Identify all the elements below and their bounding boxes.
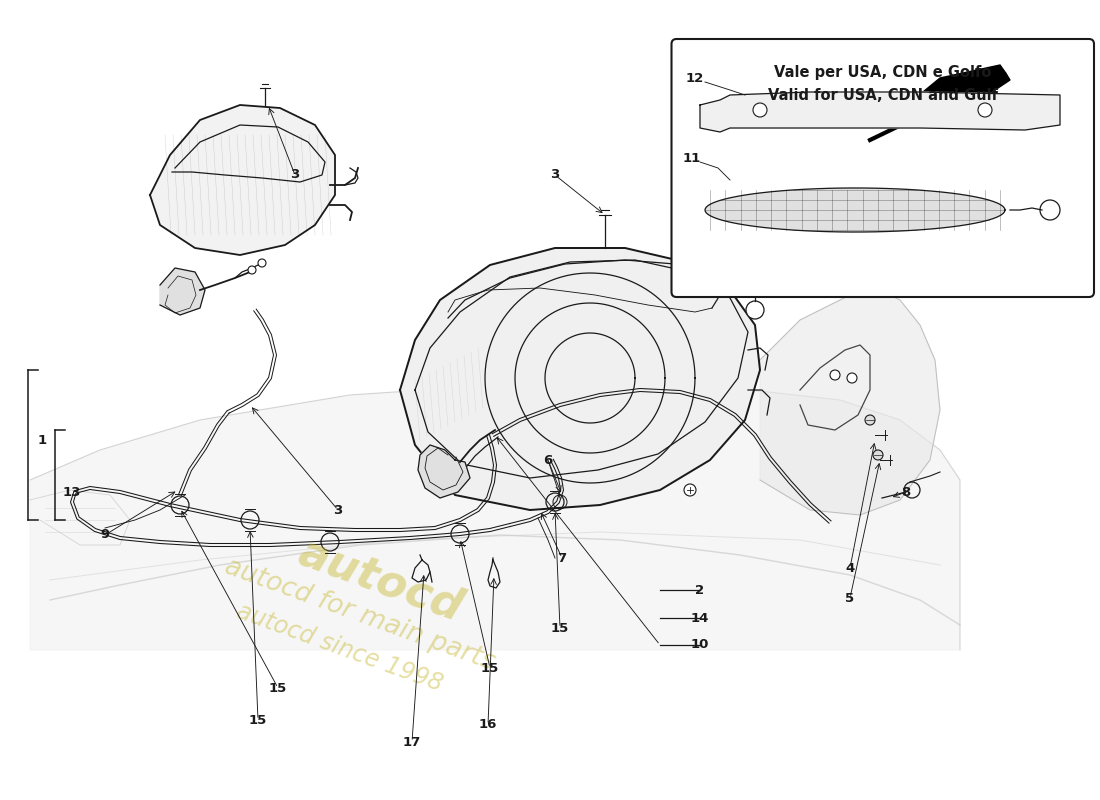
Text: 5: 5 bbox=[846, 591, 855, 605]
Polygon shape bbox=[760, 290, 940, 515]
Circle shape bbox=[865, 415, 874, 425]
Circle shape bbox=[830, 370, 840, 380]
Polygon shape bbox=[30, 385, 960, 650]
Text: 2: 2 bbox=[695, 583, 705, 597]
Polygon shape bbox=[700, 92, 1060, 132]
Text: 3: 3 bbox=[550, 169, 560, 182]
Text: 15: 15 bbox=[551, 622, 569, 634]
Polygon shape bbox=[705, 188, 1005, 232]
Text: 12: 12 bbox=[686, 71, 704, 85]
Circle shape bbox=[873, 450, 883, 460]
Text: 8: 8 bbox=[901, 486, 911, 498]
Text: autocd: autocd bbox=[292, 530, 468, 630]
Circle shape bbox=[684, 484, 696, 496]
Text: 14: 14 bbox=[691, 611, 710, 625]
Text: 15: 15 bbox=[249, 714, 267, 726]
Text: autocd for main parts: autocd for main parts bbox=[221, 554, 498, 676]
Circle shape bbox=[754, 103, 767, 117]
Text: 13: 13 bbox=[63, 486, 81, 498]
Text: 16: 16 bbox=[478, 718, 497, 731]
Text: 15: 15 bbox=[481, 662, 499, 674]
Text: Vale per USA, CDN e Golfo: Vale per USA, CDN e Golfo bbox=[774, 65, 991, 79]
Text: autocd since 1998: autocd since 1998 bbox=[233, 599, 447, 697]
Text: 9: 9 bbox=[100, 529, 110, 542]
Text: 6: 6 bbox=[543, 454, 552, 466]
Text: 11: 11 bbox=[683, 151, 701, 165]
Text: 4: 4 bbox=[846, 562, 855, 574]
Polygon shape bbox=[160, 268, 205, 315]
Circle shape bbox=[746, 301, 764, 319]
Polygon shape bbox=[400, 248, 760, 510]
FancyBboxPatch shape bbox=[671, 39, 1094, 297]
Polygon shape bbox=[150, 105, 336, 255]
Text: 15: 15 bbox=[268, 682, 287, 694]
Text: 7: 7 bbox=[558, 551, 566, 565]
Circle shape bbox=[978, 103, 992, 117]
Text: 3: 3 bbox=[333, 503, 342, 517]
Text: Valid for USA, CDN and Gulf: Valid for USA, CDN and Gulf bbox=[768, 89, 998, 103]
Text: 10: 10 bbox=[691, 638, 710, 651]
Circle shape bbox=[847, 373, 857, 383]
Text: 1: 1 bbox=[37, 434, 46, 446]
Circle shape bbox=[248, 266, 256, 274]
Circle shape bbox=[258, 259, 266, 267]
Text: 3: 3 bbox=[290, 169, 299, 182]
Polygon shape bbox=[418, 445, 470, 498]
Text: 17: 17 bbox=[403, 735, 421, 749]
Polygon shape bbox=[895, 65, 1010, 118]
